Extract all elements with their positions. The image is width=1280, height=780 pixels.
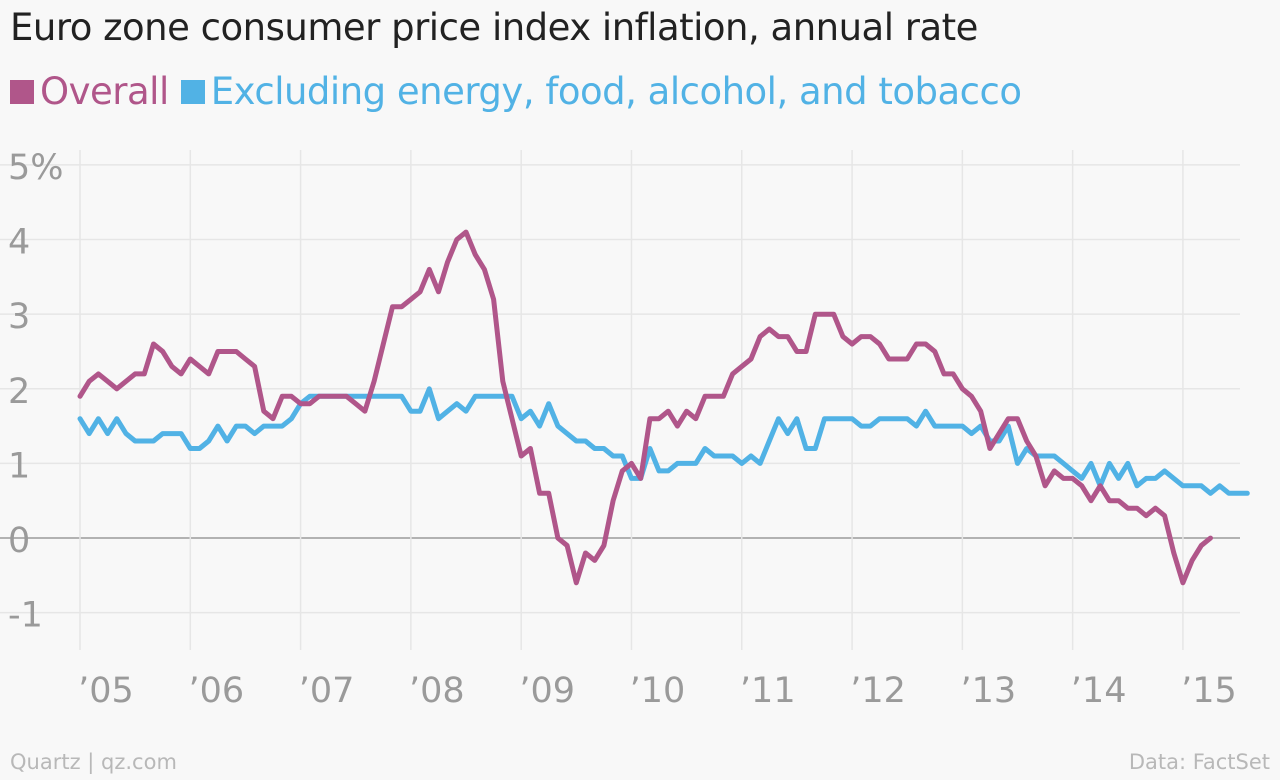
x-tick-label: ’15 bbox=[1181, 671, 1237, 711]
y-tick-label: 1 bbox=[8, 446, 30, 486]
y-axis: 5% 4 3 2 1 0 -1 bbox=[8, 148, 64, 636]
x-tick-label: ’09 bbox=[519, 671, 575, 711]
x-tick-label: ’08 bbox=[409, 671, 465, 711]
y-tick-label: 3 bbox=[8, 297, 30, 337]
legend-label-overall: Overall bbox=[40, 70, 169, 113]
y-tick-label: -1 bbox=[8, 596, 43, 636]
x-tick-label: ’07 bbox=[299, 671, 355, 711]
footer-source-left: Quartz | qz.com bbox=[10, 750, 177, 774]
y-tick-label: 0 bbox=[8, 521, 30, 561]
x-tick-label: ’05 bbox=[78, 671, 134, 711]
series-line-overall bbox=[77, 229, 1213, 586]
x-tick-label: ’10 bbox=[630, 671, 686, 711]
y-tick-label: 4 bbox=[8, 223, 30, 263]
x-tick-label: ’13 bbox=[961, 671, 1017, 711]
legend-swatch-overall bbox=[10, 79, 34, 104]
legend-item-overall: Overall bbox=[10, 70, 169, 113]
y-tick-label: 2 bbox=[8, 372, 30, 412]
footer-source-right: Data: FactSet bbox=[1128, 750, 1270, 774]
series-lines bbox=[77, 229, 1250, 586]
legend-label-core: Excluding energy, food, alcohol, and tob… bbox=[210, 70, 1022, 113]
x-tick-label: ’11 bbox=[740, 671, 796, 711]
y-tick-label: 5% bbox=[8, 148, 64, 188]
x-tick-label: ’12 bbox=[850, 671, 906, 711]
series-line-core bbox=[77, 386, 1250, 496]
chart-title: Euro zone consumer price index inflation… bbox=[10, 6, 978, 49]
x-tick-label: ’14 bbox=[1071, 671, 1127, 711]
chart-legend: Overall Excluding energy, food, alcohol,… bbox=[10, 70, 1022, 113]
legend-item-core: Excluding energy, food, alcohol, and tob… bbox=[180, 70, 1022, 113]
x-axis: ’05 ’06 ’07 ’08 ’09 ’10 ’11 ’12 ’13 ’14 ’15 bbox=[78, 671, 1237, 711]
chart-grid bbox=[0, 150, 1240, 650]
legend-swatch-core bbox=[180, 79, 205, 104]
x-tick-label: ’06 bbox=[188, 671, 244, 711]
